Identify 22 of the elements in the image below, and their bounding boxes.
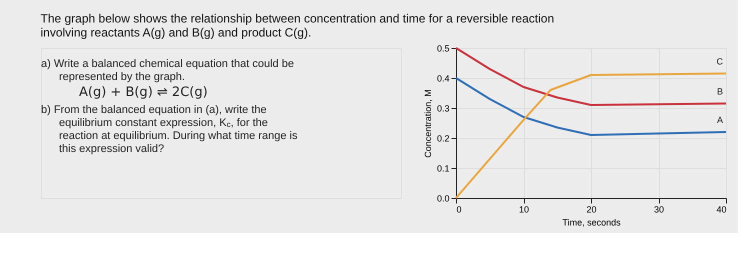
series-label: A bbox=[716, 115, 723, 125]
series-label: B bbox=[716, 86, 723, 96]
y-axis-title: Concentration, M bbox=[422, 89, 433, 158]
x-axis-title: Time, seconds bbox=[562, 218, 622, 228]
x-tick-label: 0 bbox=[456, 204, 462, 214]
y-tick-label: 0.3 bbox=[436, 104, 450, 114]
y-tick-label: 0.5 bbox=[436, 44, 450, 54]
text: b) From the balanced equation in (a), write the equilibrium constant expression, Kc, for the reaction at equilibrium. During what time range is this expression valid? bbox=[41, 104, 298, 155]
x-tick-label: 20 bbox=[586, 204, 597, 214]
series-label: C bbox=[716, 56, 724, 66]
text: a) Write a balanced chemical equation that could be represented by the graph. bbox=[41, 58, 294, 83]
x-tick-label: 10 bbox=[518, 204, 530, 214]
y-tick-label: 0.1 bbox=[436, 164, 450, 174]
line-series bbox=[455, 77, 727, 136]
x-tick-label: 30 bbox=[654, 204, 664, 214]
y-tick-label: 0.0 bbox=[436, 194, 450, 204]
text: The graph below shows the relationship between concentration and time for a reversible reaction involving reactants A(g) and B(g) and product C(g). bbox=[40, 12, 554, 40]
text: A(g) + B(g) ⇌ 2C(g) bbox=[79, 85, 208, 100]
y-tick-label: 0.4 bbox=[436, 74, 450, 84]
x-tick-label: 40 bbox=[716, 204, 726, 214]
line-series bbox=[455, 47, 727, 106]
y-tick-label: 0.2 bbox=[436, 134, 450, 144]
